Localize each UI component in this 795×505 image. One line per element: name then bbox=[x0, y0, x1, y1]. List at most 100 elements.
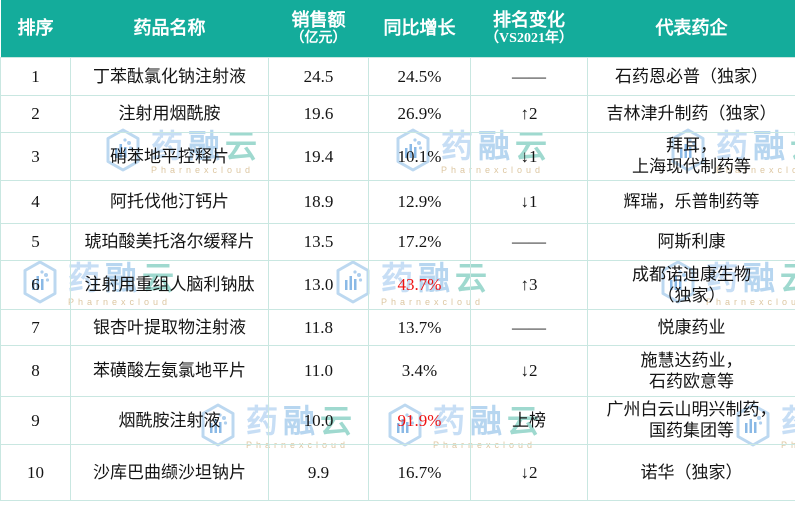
cell-rank-change: ↓1 bbox=[470, 131, 588, 181]
cell-drug-name: 烟酰胺注射液 bbox=[70, 395, 269, 445]
company-line: 悦康药业 bbox=[657, 317, 726, 337]
cell-growth-value: 16.7% bbox=[397, 462, 442, 482]
company-line: （独家） bbox=[657, 285, 726, 305]
cell-rank-change-value: ↓2 bbox=[520, 462, 538, 482]
cell-drug-name: 琥珀酸美托洛尔缓释片 bbox=[70, 222, 269, 261]
column-header-sales: 销售额 （亿元） bbox=[268, 0, 369, 57]
cell-growth-value: 91.9% bbox=[397, 410, 442, 430]
cell-sales: 13.5 bbox=[268, 222, 369, 261]
cell-rank-value: 8 bbox=[31, 361, 40, 380]
header-row: 排序 药品名称 销售额 （亿元） 同比增长 排名变化 （VS2021年） 代表药 bbox=[0, 0, 795, 57]
cell-company: 广州白云山明兴制药， 国药集团等 bbox=[587, 395, 795, 445]
cell-rank-change-value: —— bbox=[512, 232, 546, 251]
header-rank-label: 排序 bbox=[17, 17, 54, 38]
cell-company: 悦康药业 bbox=[587, 308, 795, 346]
cell-company: 诺华（独家） bbox=[587, 443, 795, 501]
cell-growth-value: 24.5% bbox=[397, 66, 442, 86]
header-change-label: 排名变化 bbox=[493, 9, 565, 30]
table-row: 8 苯磺酸左氨氯地平片 11.0 3.4% ↓2 施慧达药业， 石药欧意等 bbox=[0, 344, 795, 397]
header-drug-label: 药品名称 bbox=[133, 17, 206, 38]
company-line: 吉林津升制药（独家） bbox=[606, 104, 777, 123]
cell-rank: 8 bbox=[0, 344, 71, 397]
cell-rank-value: 4 bbox=[31, 192, 40, 211]
company-line: 广州白云山明兴制药， bbox=[606, 400, 777, 419]
cell-company: 施慧达药业， 石药欧意等 bbox=[587, 344, 795, 397]
cell-growth-value: 13.7% bbox=[397, 317, 442, 337]
table-row: 2 注射用烟酰胺 19.6 26.9% ↑2 吉林津升制药（独家） bbox=[0, 94, 795, 133]
cell-rank-change-value: 上榜 bbox=[512, 410, 546, 430]
header-change-sub: （VS2021年） bbox=[485, 30, 573, 46]
header-sales-unit: （亿元） bbox=[290, 30, 347, 46]
cell-growth: 17.2% bbox=[368, 222, 471, 261]
company-line: 阿斯利康 bbox=[657, 232, 726, 251]
company-line: 成都诺迪康生物 bbox=[632, 264, 751, 284]
cell-sales: 13.0 bbox=[268, 259, 369, 310]
cell-drug-name: 丁苯酞氯化钠注射液 bbox=[70, 56, 269, 96]
cell-rank: 10 bbox=[0, 443, 71, 501]
cell-rank-value: 7 bbox=[31, 317, 40, 337]
cell-rank-change: ↓2 bbox=[470, 443, 588, 501]
cell-rank-change-value: —— bbox=[512, 317, 546, 337]
column-header-drug: 药品名称 bbox=[70, 0, 269, 57]
cell-growth: 10.1% bbox=[368, 131, 471, 181]
cell-company: 辉瑞，乐普制药等 bbox=[587, 179, 795, 224]
cell-drug-name: 注射用烟酰胺 bbox=[70, 94, 269, 133]
cell-rank: 1 bbox=[0, 56, 71, 96]
cell-growth-value: 12.9% bbox=[397, 192, 442, 211]
table-row: 5 琥珀酸美托洛尔缓释片 13.5 17.2% —— 阿斯利康 bbox=[0, 222, 795, 261]
cell-sales: 24.5 bbox=[268, 56, 369, 96]
company-line: 拜耳， bbox=[666, 136, 717, 155]
header-company-label: 代表药企 bbox=[655, 17, 728, 38]
cell-rank-change: ↓1 bbox=[470, 179, 588, 224]
cell-drug-name-value: 银杏叶提取物注射液 bbox=[93, 317, 246, 337]
cell-rank-change: —— bbox=[470, 308, 588, 346]
cell-sales: 11.8 bbox=[268, 308, 369, 346]
cell-drug-name-value: 注射用烟酰胺 bbox=[118, 104, 221, 123]
cell-growth: 12.9% bbox=[368, 179, 471, 224]
cell-drug-name: 苯磺酸左氨氯地平片 bbox=[70, 344, 269, 397]
cell-drug-name-value: 琥珀酸美托洛尔缓释片 bbox=[84, 232, 255, 251]
column-header-rank-change: 排名变化 （VS2021年） bbox=[470, 0, 588, 57]
cell-rank-value: 2 bbox=[31, 104, 40, 123]
cell-rank: 5 bbox=[0, 222, 71, 261]
table-body: 1 丁苯酞氯化钠注射液 24.5 24.5% —— 石药恩必普（独家） 2 注射用烟酰胺 1 9.… bbox=[0, 56, 795, 501]
cell-rank-value: 6 bbox=[31, 275, 40, 294]
table-row: 6 注射用重组人脑利钠肽 13.0 43.7% ↑3 成都诺迪康生物 （独家） bbox=[0, 259, 795, 310]
table-row: 3 硝苯地平控释片 19.4 10.1% ↓1 拜耳， 上海现代制药等 bbox=[0, 131, 795, 181]
cell-drug-name-value: 苯磺酸左氨氯地平片 bbox=[93, 361, 246, 380]
cell-rank: 7 bbox=[0, 308, 71, 346]
cell-rank-value: 5 bbox=[31, 232, 40, 251]
cell-growth-value: 17.2% bbox=[397, 232, 442, 251]
table-row: 1 丁苯酞氯化钠注射液 24.5 24.5% —— 石药恩必普（独家） bbox=[0, 56, 795, 96]
cell-sales-value: 9.9 bbox=[307, 462, 330, 482]
cell-sales-value: 24.5 bbox=[303, 66, 334, 86]
company-line: 施慧达药业， bbox=[640, 350, 743, 370]
cell-drug-name-value: 硝苯地平控释片 bbox=[110, 146, 229, 166]
column-header-growth: 同比增长 bbox=[368, 0, 471, 57]
column-header-company: 代表药企 bbox=[587, 0, 795, 57]
cell-growth: 24.5% bbox=[368, 56, 471, 96]
cell-sales-value: 10.0 bbox=[303, 410, 334, 430]
cell-growth: 3.4% bbox=[368, 344, 471, 397]
cell-sales-value: 11.8 bbox=[303, 317, 334, 337]
cell-drug-name: 沙库巴曲缬沙坦钠片 bbox=[70, 443, 269, 501]
cell-drug-name: 注射用重组人脑利钠肽 bbox=[70, 259, 269, 310]
company-line: 上海现代制药等 bbox=[632, 157, 751, 176]
cell-rank-change-value: ↑2 bbox=[520, 104, 538, 123]
cell-growth: 13.7% bbox=[368, 308, 471, 346]
cell-drug-name-value: 烟酰胺注射液 bbox=[118, 410, 221, 430]
company-line: 辉瑞，乐普制药等 bbox=[623, 192, 760, 211]
cell-company: 石药恩必普（独家） bbox=[587, 56, 795, 96]
column-header-rank: 排序 bbox=[0, 0, 71, 57]
cell-sales: 9.9 bbox=[268, 443, 369, 501]
cell-rank-change-value: —— bbox=[512, 66, 546, 86]
cell-company: 成都诺迪康生物 （独家） bbox=[587, 259, 795, 310]
cell-sales: 11.0 bbox=[268, 344, 369, 397]
cell-growth: 91.9% bbox=[368, 395, 471, 445]
cell-growth-value: 26.9% bbox=[397, 104, 442, 123]
cell-drug-name-value: 注射用重组人脑利钠肽 bbox=[84, 275, 255, 294]
cell-growth-value: 3.4% bbox=[401, 361, 438, 380]
cell-rank-change-value: ↓2 bbox=[520, 361, 538, 380]
